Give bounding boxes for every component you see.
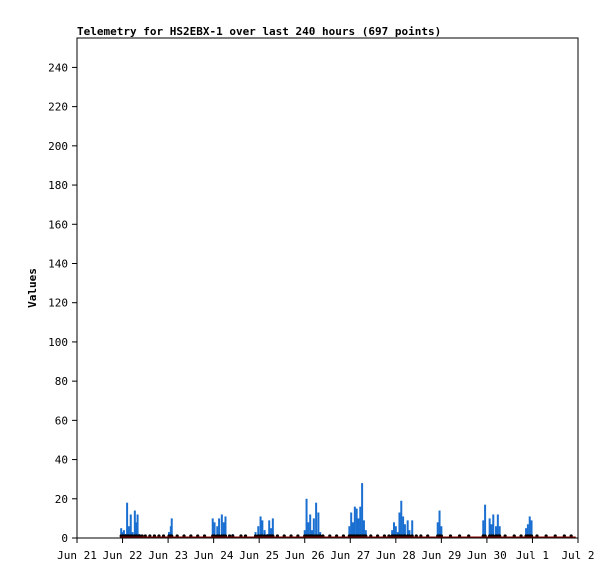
data-bar xyxy=(408,530,411,538)
data-bar xyxy=(129,514,132,538)
chart-title: Telemetry for HS2EBX-1 over last 240 hou… xyxy=(77,25,441,38)
data-bar xyxy=(482,520,485,538)
data-bar xyxy=(136,514,139,538)
x-tick-label: Jun 21 xyxy=(57,549,97,562)
data-bar xyxy=(268,520,271,538)
data-bar xyxy=(400,500,403,538)
data-bar xyxy=(216,526,219,538)
y-tick-label: 20 xyxy=(55,493,68,506)
data-bar xyxy=(211,518,214,538)
data-bar xyxy=(213,522,216,538)
data-bar xyxy=(315,502,318,538)
bar-series xyxy=(120,483,573,538)
x-tick-label: Jul 1 xyxy=(516,549,549,562)
plot-frame xyxy=(76,37,579,539)
y-tick-label: 120 xyxy=(48,297,68,310)
data-bar xyxy=(133,510,136,538)
data-bar xyxy=(357,518,360,538)
y-tick-label: 100 xyxy=(48,336,68,349)
y-axis: 0 20 40 60 80 100 120 140 160 180 200 220 240 xyxy=(48,61,77,545)
data-bar xyxy=(271,518,274,538)
data-bar xyxy=(353,506,356,538)
y-tick-label: 80 xyxy=(55,375,68,388)
data-bar xyxy=(498,526,501,538)
data-bar xyxy=(488,518,491,538)
y-tick-label: 40 xyxy=(55,454,68,467)
data-bar xyxy=(312,518,315,538)
data-bar xyxy=(362,520,365,538)
data-bar xyxy=(303,530,306,538)
x-tick-label: Jun 27 xyxy=(330,549,370,562)
data-bar xyxy=(392,522,395,538)
data-bar xyxy=(403,524,406,538)
data-bar xyxy=(484,504,487,538)
data-bar xyxy=(359,506,362,538)
y-tick-label: 200 xyxy=(48,140,68,153)
x-tick-label: Jun 22 xyxy=(103,549,143,562)
data-bar xyxy=(135,522,138,538)
data-bar xyxy=(398,512,401,538)
x-tick-label: Jun 29 xyxy=(421,549,461,562)
data-bar xyxy=(348,526,351,538)
data-bar xyxy=(525,528,528,538)
data-bar xyxy=(496,514,499,538)
data-bar xyxy=(317,512,320,538)
x-tick-label: Jun 30 xyxy=(467,549,507,562)
data-bar xyxy=(350,512,353,538)
data-bar xyxy=(436,522,439,538)
y-tick-label: 160 xyxy=(48,218,68,231)
data-bar xyxy=(361,483,364,538)
data-bar xyxy=(218,518,221,538)
x-tick-label: Jun 26 xyxy=(285,549,325,562)
data-bar xyxy=(261,520,264,538)
data-bar xyxy=(309,514,312,538)
x-axis: Jun 21 Jun 22 Jun 23 Jun 24 Jun 25 Jun 26 Jun … xyxy=(57,538,595,562)
y-axis-label: Values xyxy=(26,268,39,308)
data-bar xyxy=(391,530,394,538)
data-bar xyxy=(530,520,533,538)
data-bar xyxy=(438,510,441,538)
data-bar xyxy=(257,526,260,538)
data-bar xyxy=(220,514,223,538)
data-bar xyxy=(490,524,493,538)
data-bar xyxy=(311,530,314,538)
x-tick-label: Jun 25 xyxy=(239,549,279,562)
data-bar xyxy=(495,526,498,538)
data-bar xyxy=(122,530,125,538)
y-tick-label: 60 xyxy=(55,414,68,427)
y-tick-label: 240 xyxy=(48,61,68,74)
data-bar xyxy=(492,514,495,538)
x-tick-label: Jun 24 xyxy=(194,549,234,562)
data-bar xyxy=(528,516,531,538)
data-bar xyxy=(406,520,409,538)
data-bar xyxy=(222,522,225,538)
data-bar xyxy=(355,508,358,538)
y-tick-label: 140 xyxy=(48,257,68,270)
y-tick-label: 220 xyxy=(48,101,68,114)
data-bar xyxy=(440,526,443,538)
y-tick-label: 0 xyxy=(61,532,68,545)
data-bar xyxy=(263,530,266,538)
data-bar xyxy=(307,522,310,538)
data-bar xyxy=(402,516,405,538)
data-bar xyxy=(126,502,129,538)
data-bar xyxy=(127,526,130,538)
data-bar xyxy=(259,516,262,538)
data-bar xyxy=(526,524,529,538)
data-bar xyxy=(411,520,414,538)
data-bar xyxy=(120,528,123,538)
data-bar xyxy=(270,528,273,538)
y-tick-label: 180 xyxy=(48,179,68,192)
x-tick-label: Jun 23 xyxy=(148,549,188,562)
data-bar xyxy=(394,526,397,538)
x-tick-label: Jun 28 xyxy=(376,549,416,562)
data-bar xyxy=(224,516,227,538)
data-bar xyxy=(170,518,173,538)
x-tick-label: Jul 2 xyxy=(561,549,594,562)
data-bar xyxy=(352,522,355,538)
data-bar xyxy=(305,498,308,538)
data-bar xyxy=(364,530,367,538)
